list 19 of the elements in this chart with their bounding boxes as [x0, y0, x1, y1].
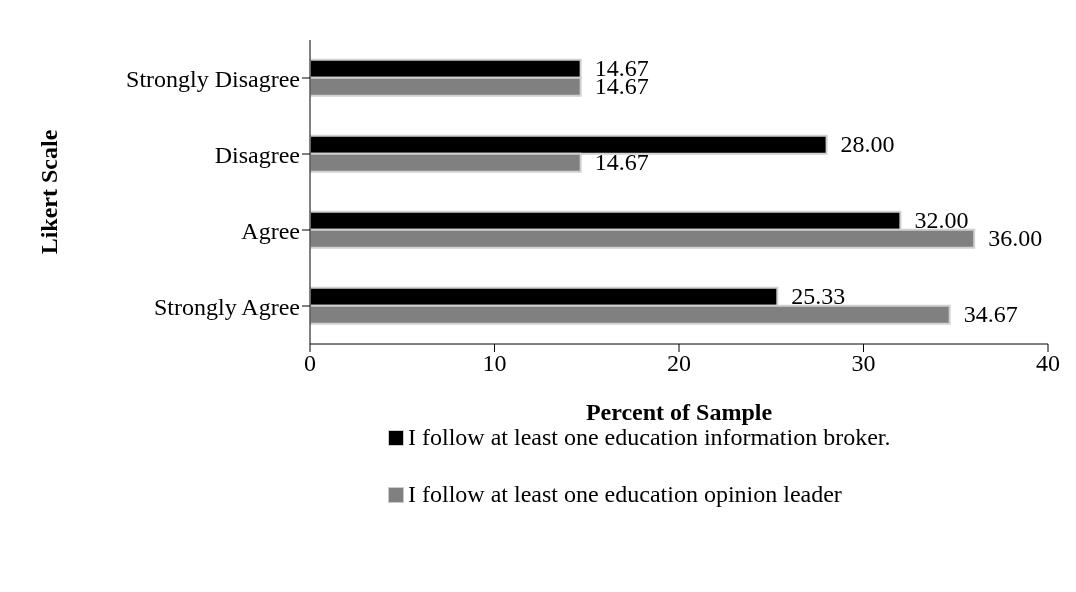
x-tick-label: 40 — [1036, 350, 1060, 377]
data-label: 28.00 — [840, 131, 895, 158]
data-label: 36.00 — [988, 225, 1043, 252]
data-label: 14.67 — [594, 149, 649, 176]
x-tick-label: 10 — [482, 350, 507, 377]
y-tick-label: Disagree — [214, 141, 300, 168]
legend-label: I follow at least one education opinion leader — [408, 481, 842, 508]
data-label: 32.00 — [914, 207, 969, 234]
y-axis-title: Likert Scale — [35, 129, 62, 255]
x-tick-label: 30 — [851, 350, 876, 377]
legend-label: I follow at least one education information broker. — [408, 424, 891, 451]
y-tick-label: Agree — [241, 217, 300, 244]
y-tick-label: Strongly Disagree — [126, 65, 300, 92]
data-label: 34.67 — [963, 301, 1018, 328]
x-axis-title: Percent of Sample — [585, 399, 773, 425]
x-tick-label: 0 — [304, 350, 316, 377]
y-tick-label: Strongly Agree — [154, 293, 300, 320]
data-label: 25.33 — [791, 283, 846, 310]
x-tick-label: 20 — [667, 350, 691, 377]
